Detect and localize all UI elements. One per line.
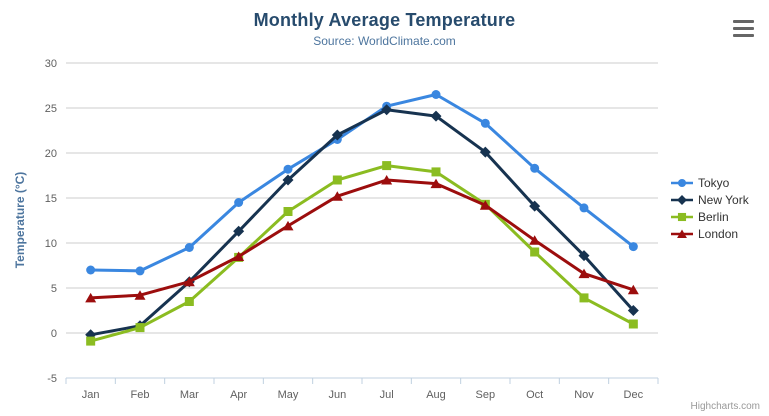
series-marker-berlin[interactable] xyxy=(628,319,638,329)
x-tick-label: Nov xyxy=(574,389,594,401)
chart-title: Monthly Average Temperature xyxy=(253,10,516,30)
series-line-new-york[interactable] xyxy=(89,108,635,337)
series-marker-new-york[interactable] xyxy=(331,129,343,141)
hamburger-icon[interactable] xyxy=(733,20,754,37)
diamond-marker-icon xyxy=(671,194,693,205)
series-marker-london[interactable] xyxy=(331,191,343,201)
series-marker-london[interactable] xyxy=(627,284,639,295)
series-marker-berlin[interactable] xyxy=(431,167,441,177)
legend-item-tokyo[interactable]: Tokyo xyxy=(671,174,749,191)
series-marker-new-york[interactable] xyxy=(282,174,294,186)
legend-item-london[interactable]: London xyxy=(671,225,749,242)
legend-marker[interactable] xyxy=(677,229,687,238)
legend-marker[interactable] xyxy=(677,212,687,221)
legend-marker[interactable] xyxy=(677,178,687,187)
x-tick-label: Jul xyxy=(380,389,394,401)
series-marker-berlin[interactable] xyxy=(382,161,392,171)
series-marker-new-york[interactable] xyxy=(430,110,442,122)
circle-marker-icon xyxy=(671,178,693,187)
y-tick-label: 15 xyxy=(45,193,57,205)
hamburger-bar xyxy=(733,27,754,30)
series-marker-tokyo[interactable] xyxy=(431,90,441,99)
y-tick-label: 30 xyxy=(45,58,57,70)
x-tick-label: Jan xyxy=(82,389,100,401)
y-tick-label: -5 xyxy=(47,373,57,385)
series-marker-london[interactable] xyxy=(183,276,195,287)
legend-item-new-york[interactable]: New York xyxy=(671,191,749,208)
series-marker-berlin[interactable] xyxy=(332,175,342,185)
series-marker-tokyo[interactable] xyxy=(135,266,145,276)
series-marker-new-york[interactable] xyxy=(479,146,491,158)
series-marker-london[interactable] xyxy=(85,292,97,303)
series-marker-berlin[interactable] xyxy=(135,323,145,333)
series-marker-tokyo[interactable] xyxy=(283,164,293,174)
y-tick-label: 25 xyxy=(45,103,57,115)
series-marker-tokyo[interactable] xyxy=(480,118,490,128)
hamburger-bar xyxy=(733,34,754,37)
y-tick-label: 20 xyxy=(45,148,57,160)
series-london xyxy=(85,175,639,303)
triangle-marker-icon xyxy=(671,229,693,238)
x-tick-label: Dec xyxy=(624,389,644,401)
legend-label: New York xyxy=(698,192,749,207)
chart-subtitle: Source: WorldClimate.com xyxy=(313,34,456,48)
series-marker-berlin[interactable] xyxy=(283,207,293,216)
x-tick-label: Jun xyxy=(328,389,346,401)
series-marker-new-york[interactable] xyxy=(233,225,245,237)
series-marker-tokyo[interactable] xyxy=(579,203,589,213)
series-marker-new-york[interactable] xyxy=(529,200,541,212)
series-marker-london[interactable] xyxy=(233,251,245,262)
legend-label: Berlin xyxy=(698,209,729,224)
series-marker-london[interactable] xyxy=(134,290,146,300)
series-marker-tokyo[interactable] xyxy=(86,265,96,275)
x-tick-label: May xyxy=(278,389,299,401)
series-marker-berlin[interactable] xyxy=(184,297,194,306)
x-tick-label: Mar xyxy=(180,389,199,401)
series-marker-london[interactable] xyxy=(430,178,442,189)
series-line-berlin[interactable] xyxy=(89,164,635,343)
series-marker-berlin[interactable] xyxy=(86,336,96,346)
legend-label: Tokyo xyxy=(698,175,730,190)
y-tick-label: 10 xyxy=(45,238,57,250)
x-tick-label: Aug xyxy=(426,389,446,401)
series-marker-new-york[interactable] xyxy=(578,250,590,262)
legend: Tokyo New York Berlin London xyxy=(671,174,749,242)
y-tick-label: 0 xyxy=(51,328,57,340)
series-new-york xyxy=(85,104,639,341)
y-tick-label: 5 xyxy=(51,283,57,295)
series-marker-london[interactable] xyxy=(578,268,590,279)
series-marker-tokyo[interactable] xyxy=(184,243,194,252)
series-marker-tokyo[interactable] xyxy=(530,163,540,173)
series-marker-tokyo[interactable] xyxy=(234,198,244,207)
series-marker-london[interactable] xyxy=(479,200,491,210)
series-tokyo xyxy=(86,90,638,276)
legend-item-berlin[interactable]: Berlin xyxy=(671,208,749,225)
series-marker-london[interactable] xyxy=(529,235,541,245)
square-marker-icon xyxy=(671,212,693,221)
series-marker-new-york[interactable] xyxy=(381,104,393,116)
hamburger-bar xyxy=(733,20,754,23)
legend-label: London xyxy=(698,226,739,241)
y-axis-title: Temperature (°C) xyxy=(13,171,27,269)
x-tick-label: Apr xyxy=(230,389,247,401)
x-tick-label: Sep xyxy=(476,389,496,401)
x-tick-label: Oct xyxy=(526,389,543,401)
legend-marker[interactable] xyxy=(677,194,687,205)
series-line-london[interactable] xyxy=(89,178,635,300)
series-marker-london[interactable] xyxy=(282,220,294,231)
series-marker-london[interactable] xyxy=(381,175,393,185)
series-marker-new-york[interactable] xyxy=(627,305,639,316)
series-marker-berlin[interactable] xyxy=(579,293,589,303)
series-marker-berlin[interactable] xyxy=(530,247,540,257)
credits-link[interactable]: Highcharts.com xyxy=(690,401,760,412)
x-tick-label: Feb xyxy=(131,389,150,401)
series-marker-tokyo[interactable] xyxy=(628,242,638,252)
